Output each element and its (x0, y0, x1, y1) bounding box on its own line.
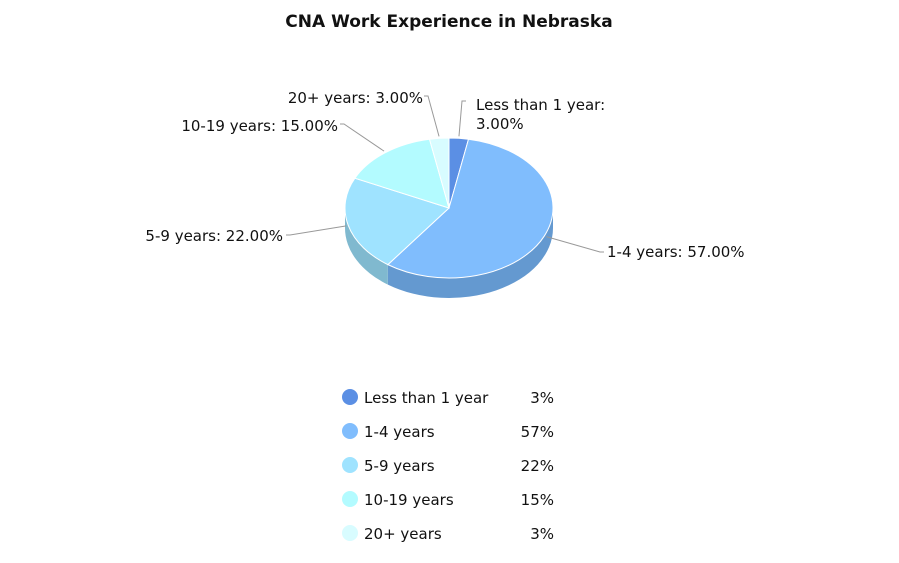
pie-slice-10-19-years[interactable] (354, 138, 450, 209)
leader-line-10-19-years (340, 123, 385, 152)
pie-labels: Less than 1 year: 3.00% 1-4 years: 57.00% 5… (145, 89, 744, 261)
pie-slices (344, 137, 554, 279)
legend-label-20-years: 20+ years (364, 525, 442, 543)
legend-label-10-19-years: 10-19 years (364, 491, 454, 509)
legend-label-5-9-years: 5-9 years (364, 457, 435, 475)
legend: Less than 1 year 3% 1-4 years 57% 5-9 years 2… (342, 389, 554, 543)
pie-label-10-19-years: 10-19 years: 15.00% (181, 117, 338, 135)
pie-sides (344, 208, 553, 298)
legend-value-10-19-years: 15% (521, 491, 554, 509)
legend-marker-1-4-years (342, 423, 358, 439)
pie-side-5-9-years (344, 208, 388, 285)
pie-slice-1-4-years[interactable] (386, 138, 554, 279)
legend-value-less-than-1-year: 3% (530, 389, 554, 407)
legend-value-1-4-years: 57% (521, 423, 554, 441)
pie-side-1-4-years (387, 208, 553, 298)
pie-label-1-4-years: 1-4 years: 57.00% (607, 243, 745, 261)
pie-slice-20-years[interactable] (428, 137, 450, 209)
legend-marker-5-9-years (342, 457, 358, 473)
pie-label-20-years: 20+ years: 3.00% (288, 89, 423, 107)
pie-label-5-9-years: 5-9 years: 22.00% (145, 227, 283, 245)
legend-marker-less-than-1-year (342, 389, 358, 405)
leader-line-5-9-years (286, 225, 347, 236)
leader-line-20-years (424, 95, 440, 137)
legend-value-5-9-years: 22% (521, 457, 554, 475)
legend-value-20-years: 3% (530, 525, 554, 543)
legend-marker-10-19-years (342, 491, 358, 507)
leader-line-less-than-1-year (458, 100, 466, 137)
legend-marker-20-years (342, 525, 358, 541)
legend-label-1-4-years: 1-4 years (364, 423, 435, 441)
leader-line-1-4-years (546, 236, 604, 253)
chart-title: CNA Work Experience in Nebraska (285, 12, 612, 32)
legend-label-less-than-1-year: Less than 1 year (364, 389, 489, 407)
pie-label-less-than-1-year: Less than 1 year: 3.00% (476, 96, 605, 133)
